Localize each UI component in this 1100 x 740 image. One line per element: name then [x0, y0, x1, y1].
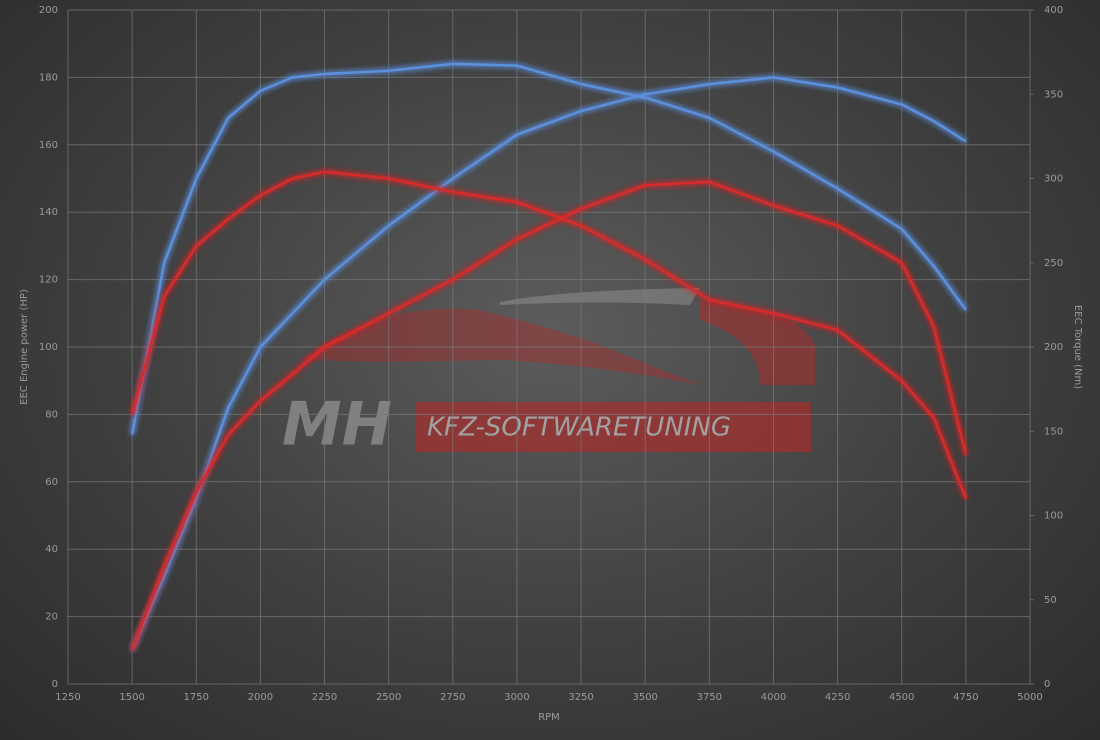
logo-rear: [700, 300, 815, 385]
y-axis-label: EEC Engine power (HP): [19, 289, 30, 405]
y-tick-label: 40: [45, 544, 58, 555]
logo-text: KFZ-SOFTWARETUNING: [427, 413, 731, 443]
y-tick-label: 0: [52, 679, 58, 690]
y2-tick-label: 50: [1044, 595, 1057, 606]
series-line: [130, 62, 967, 435]
series-line: [130, 170, 968, 500]
logo-banner: [415, 402, 811, 452]
x-axis-label: RPM: [538, 712, 560, 723]
x-tick-label: 2250: [312, 692, 337, 703]
y2-axis-label: EEC Torque (Nm): [1072, 305, 1083, 389]
x-tick-label: 4000: [761, 692, 786, 703]
series-line: [130, 180, 968, 651]
x-tick-label: 1750: [184, 692, 209, 703]
x-tick-label: 5000: [1017, 692, 1042, 703]
x-tick-label: 4500: [889, 692, 914, 703]
x-tick-label: 2750: [440, 692, 465, 703]
x-tick-label: 3250: [568, 692, 593, 703]
y-tick-label: 120: [39, 275, 58, 286]
x-tick-label: 1500: [119, 692, 144, 703]
x-tick-label: 4250: [825, 692, 850, 703]
y2-tick-label: 400: [1044, 5, 1063, 16]
x-tick-label: 4750: [953, 692, 978, 703]
y-tick-label: 20: [45, 612, 58, 623]
x-tick-label: 2000: [248, 692, 273, 703]
y2-tick-label: 150: [1044, 426, 1063, 437]
x-tick-label: 3750: [697, 692, 722, 703]
y-tick-label: 60: [45, 477, 58, 488]
x-tick-label: 2500: [376, 692, 401, 703]
logo-roof: [500, 288, 700, 305]
y2-tick-label: 250: [1044, 258, 1063, 269]
y2-tick-label: 300: [1044, 174, 1063, 185]
y-tick-label: 100: [39, 342, 58, 353]
series-line: [130, 76, 967, 651]
y-tick-label: 160: [39, 140, 58, 151]
y2-tick-label: 350: [1044, 89, 1063, 100]
y-tick-label: 80: [45, 409, 58, 420]
x-tick-label: 1250: [55, 692, 80, 703]
y2-tick-label: 100: [1044, 511, 1063, 522]
y2-tick-label: 200: [1044, 342, 1063, 353]
y-tick-label: 200: [39, 5, 58, 16]
x-tick-label: 3000: [504, 692, 529, 703]
watermark: MH KFZ-SOFTWARETUNING: [282, 288, 815, 460]
y-tick-label: 180: [39, 72, 58, 83]
y2-tick-label: 0: [1044, 679, 1050, 690]
y-tick-label: 140: [39, 207, 58, 218]
x-tick-label: 3500: [632, 692, 657, 703]
logo-mh: MH: [282, 390, 392, 460]
